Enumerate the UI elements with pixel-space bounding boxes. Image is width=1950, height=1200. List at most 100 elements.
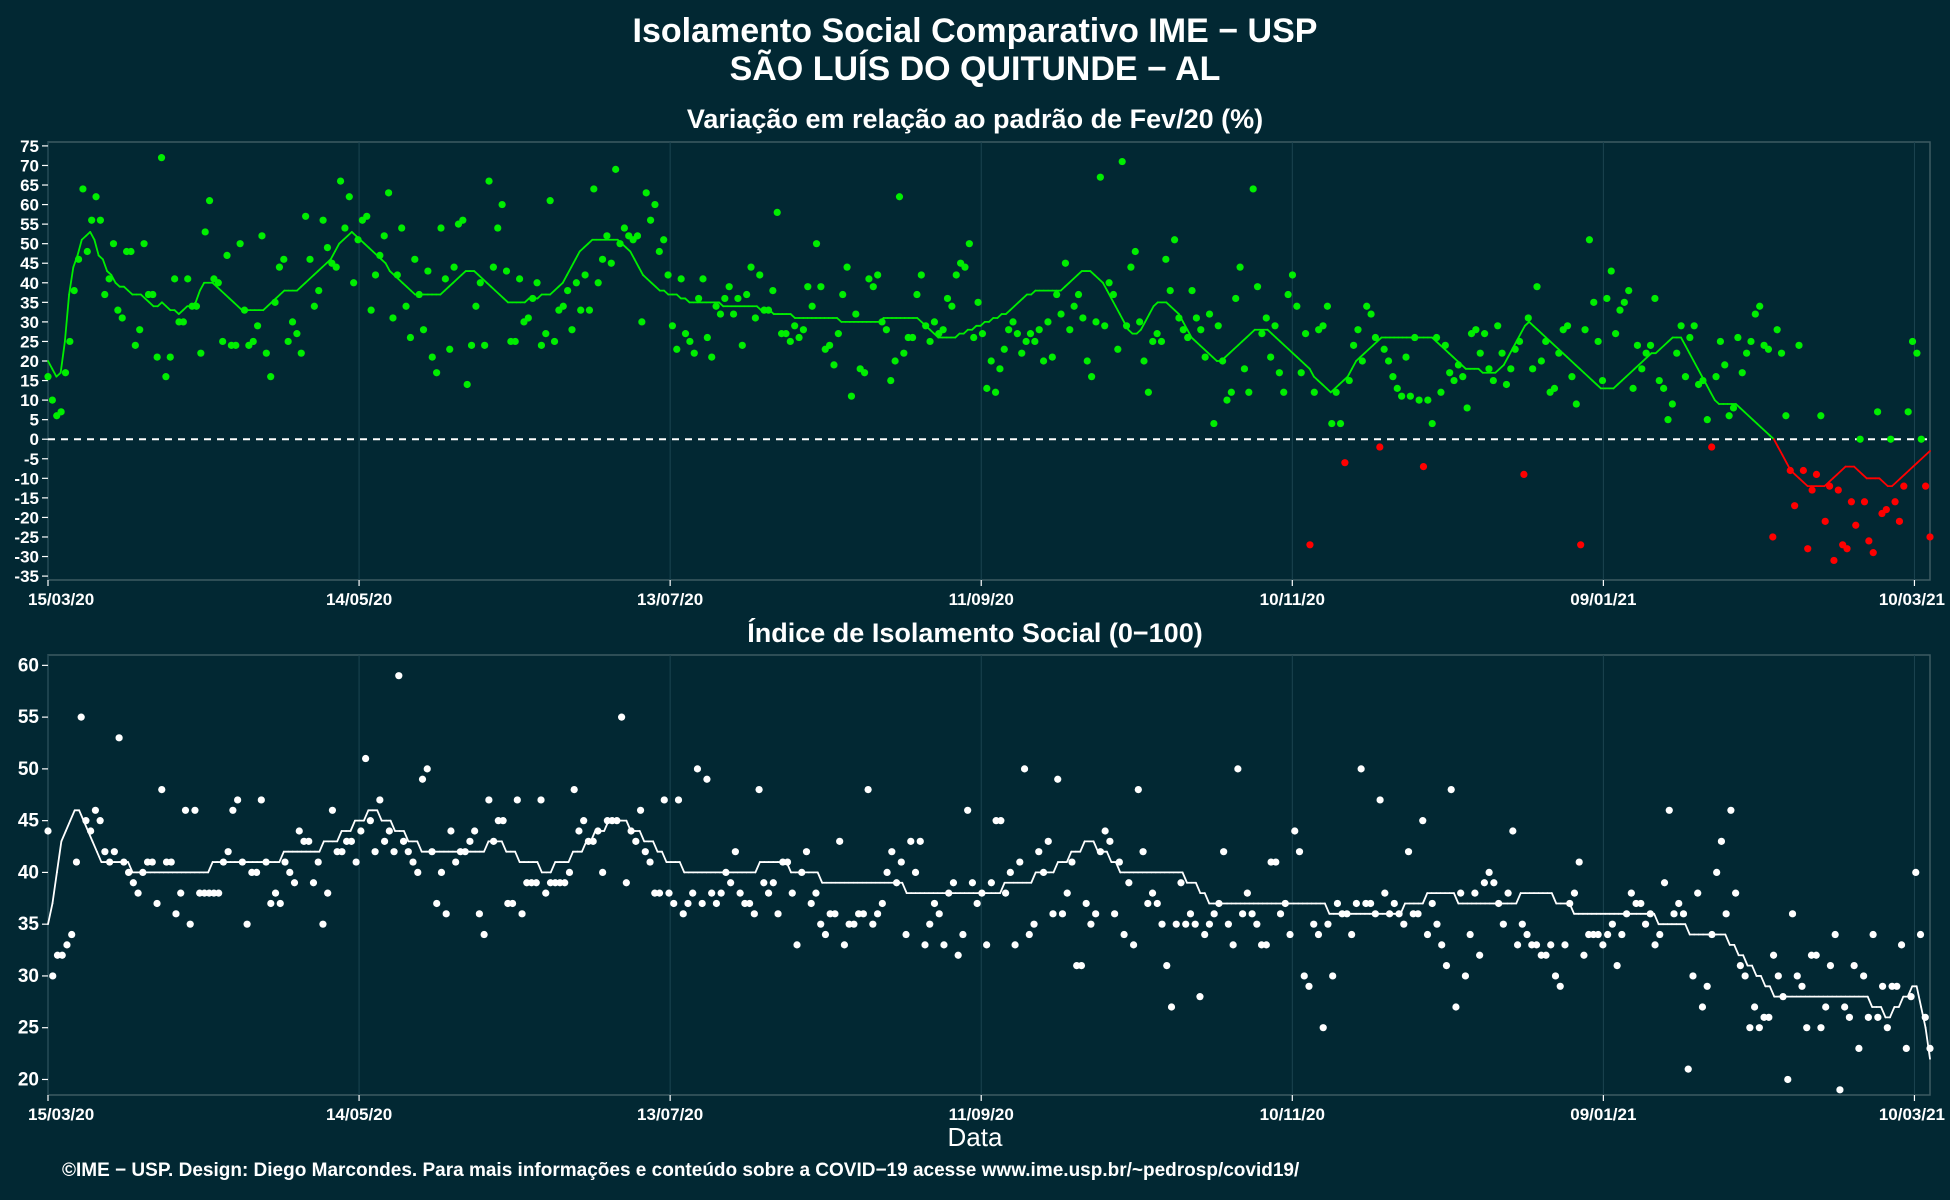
variation-moving-average-segment <box>139 293 146 300</box>
variation-moving-average-segment <box>1186 328 1193 339</box>
variation-moving-average-segment <box>549 289 556 296</box>
variation-data-point <box>1140 357 1148 365</box>
index-data-point <box>1841 1003 1849 1011</box>
variation-moving-average-segment <box>1734 403 1742 409</box>
variation-data-point <box>1332 388 1340 396</box>
variation-data-point <box>1520 470 1528 479</box>
index-data-point <box>1082 899 1090 908</box>
index-data-point <box>1058 910 1067 918</box>
variation-moving-average-segment <box>789 313 796 319</box>
index-data-point <box>357 827 365 835</box>
variation-moving-average-segment <box>1287 348 1294 355</box>
variation-y-tick-label: 75 <box>20 137 39 156</box>
index-moving-average-segment <box>1751 964 1758 977</box>
index-data-point <box>380 837 389 845</box>
variation-data-point <box>1860 498 1869 506</box>
variation-data-point <box>284 337 292 346</box>
variation-data-point <box>782 330 790 338</box>
index-data-point <box>1234 765 1242 773</box>
index-moving-average-segment <box>1920 1006 1927 1029</box>
index-moving-average-segment <box>87 830 94 843</box>
index-data-point <box>764 889 773 897</box>
index-data-point <box>1030 920 1038 928</box>
index-data-point <box>314 858 322 866</box>
variation-data-point <box>926 337 934 346</box>
variation-data-point <box>1729 404 1738 412</box>
variation-moving-average-segment <box>663 289 670 296</box>
index-moving-average-segment <box>1742 954 1749 967</box>
variation-moving-average-segment <box>502 297 509 304</box>
variation-moving-average-segment <box>1629 367 1636 374</box>
variation-data-point <box>900 349 908 357</box>
index-moving-average-segment <box>661 850 668 863</box>
variation-moving-average-segment <box>1144 313 1151 323</box>
variation-data-point <box>1293 302 1301 310</box>
variation-data-point <box>118 314 126 322</box>
index-data-point <box>124 868 133 877</box>
variation-data-point <box>834 330 842 338</box>
variation-data-point <box>1336 419 1345 428</box>
variation-data-point <box>1061 259 1070 267</box>
index-data-point <box>983 941 991 949</box>
variation-y-tick-label: 30 <box>20 313 39 332</box>
variation-data-point <box>1764 345 1773 353</box>
index-data-point <box>911 868 920 877</box>
variation-data-point <box>459 216 467 224</box>
index-data-point <box>1419 817 1427 825</box>
variation-moving-average-segment <box>1241 336 1248 343</box>
index-data-point <box>1542 951 1550 959</box>
variation-data-point <box>1590 298 1598 306</box>
index-data-point <box>1689 972 1697 980</box>
index-data-point <box>1239 910 1247 918</box>
variation-data-point <box>1821 517 1829 525</box>
index-data-point <box>1153 899 1161 908</box>
variation-data-point <box>1170 236 1179 244</box>
index-data-point <box>679 910 687 918</box>
variation-moving-average-segment <box>1899 473 1906 480</box>
index-data-point <box>362 754 370 763</box>
variation-moving-average-segment <box>1355 356 1362 362</box>
index-data-point <box>689 889 697 897</box>
variation-moving-average-segment <box>1199 344 1206 351</box>
index-moving-average-segment <box>69 809 76 822</box>
variation-data-point <box>1668 400 1676 408</box>
variation-data-point <box>136 326 144 334</box>
variation-data-point <box>297 349 305 357</box>
variation-y-tick-label: -35 <box>14 567 39 586</box>
variation-data-point <box>380 232 388 240</box>
variation-moving-average-segment <box>89 231 96 241</box>
variation-moving-average-segment <box>836 317 843 323</box>
variation-x-tick-label: 13/07/20 <box>637 590 703 609</box>
variation-moving-average-segment <box>300 281 307 288</box>
variation-data-point <box>786 337 794 346</box>
variation-data-point <box>1184 333 1192 342</box>
index-data-point <box>921 941 929 949</box>
variation-data-point <box>546 197 554 205</box>
index-y-tick-label: 45 <box>18 811 40 832</box>
index-moving-average-segment <box>1684 923 1691 936</box>
index-data-point <box>243 920 251 928</box>
variation-moving-average-segment <box>979 320 986 327</box>
index-x-tick-label: 13/07/20 <box>637 1105 703 1124</box>
index-data-point <box>1163 961 1171 970</box>
variation-data-point <box>690 349 698 357</box>
index-data-point <box>404 848 412 856</box>
variation-moving-average-segment <box>756 305 763 312</box>
index-data-point <box>1518 920 1526 928</box>
variation-moving-average-segment <box>878 317 885 323</box>
variation-data-point <box>577 306 585 314</box>
variation-data-point <box>1791 502 1799 510</box>
variation-data-point <box>607 259 615 267</box>
index-data-point <box>1452 1003 1460 1011</box>
variation-data-point <box>463 380 471 389</box>
index-y-tick-label: 60 <box>18 655 39 676</box>
variation-data-point <box>223 251 231 260</box>
variation-moving-average-segment <box>1836 469 1843 476</box>
variation-data-point <box>1114 345 1122 353</box>
variation-moving-average-segment <box>1684 344 1691 355</box>
variation-moving-average-segment <box>1528 320 1535 327</box>
variation-data-point <box>1756 302 1764 310</box>
variation-moving-average-segment <box>114 281 121 288</box>
variation-data-point <box>1319 322 1327 330</box>
index-data-point <box>712 899 721 908</box>
